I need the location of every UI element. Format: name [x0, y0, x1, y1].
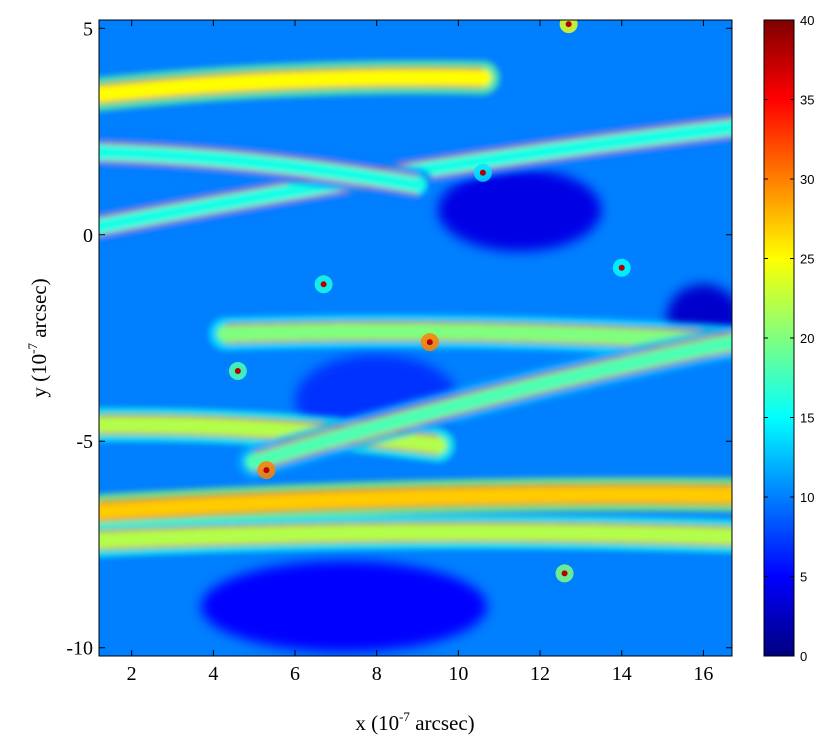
caustic-band-6 — [237, 325, 732, 479]
x-axis-ticks: 2 4 6 8 10 12 14 16 — [127, 20, 713, 685]
x-tick-label-0: 2 — [127, 663, 137, 685]
x-tick-label-5: 12 — [530, 663, 550, 685]
colorbar-ticks: 0 5 10 15 20 25 30 35 40 — [764, 13, 814, 664]
colorbar-tick-label-6: 30 — [800, 172, 814, 187]
colorbar-tick-label-0: 0 — [800, 649, 807, 664]
colorbar: 0 5 10 15 20 25 30 35 40 — [763, 13, 814, 664]
x-tick-label-1: 4 — [208, 663, 218, 685]
x-tick-label-3: 8 — [372, 663, 382, 685]
caustic-cusp-6 — [612, 258, 631, 277]
heatmap-plot-area — [99, 20, 732, 656]
y-tick-label-2: -5 — [76, 431, 93, 453]
caustic-cusp-1 — [257, 461, 276, 480]
y-tick-label-0: 5 — [83, 18, 93, 40]
colorbar-tick-label-2: 10 — [800, 490, 814, 505]
x-axis-label: x (10-7 arcsec) — [355, 709, 474, 735]
low-magnification-regions — [201, 168, 732, 652]
y-axis-label: y (10-7 arcsec) — [25, 278, 51, 397]
caustic-band-0 — [99, 60, 500, 112]
x-tick-label-6: 14 — [612, 663, 632, 685]
caustic-cusp-4 — [420, 333, 439, 352]
x-tick-label-7: 16 — [693, 663, 713, 685]
caustic-cusp-0 — [559, 20, 578, 34]
plot-frame — [98, 19, 733, 657]
colorbar-tick-label-7: 35 — [800, 93, 814, 108]
low-region-1 — [437, 168, 602, 252]
caustic-band-7 — [99, 135, 435, 203]
y-tick-label-1: 0 — [83, 225, 93, 247]
caustic-bands — [99, 60, 732, 558]
colorbar-tick-label-8: 40 — [800, 13, 814, 28]
caustic-cusp-2 — [555, 564, 574, 583]
x-tick-label-4: 10 — [448, 663, 468, 685]
y-tick-label-3: -10 — [66, 638, 93, 660]
caustic-cusp-5 — [473, 163, 492, 182]
caustic-band-2 — [99, 515, 732, 558]
colorbar-tick-label-1: 5 — [800, 570, 807, 585]
caustic-cusp-7 — [314, 275, 333, 294]
x-tick-label-2: 6 — [290, 663, 300, 685]
colorbar-gradient — [763, 19, 795, 657]
colorbar-tick-label-3: 15 — [800, 411, 814, 426]
colorbar-tick-label-5: 25 — [800, 252, 814, 267]
caustic-cusps — [228, 20, 631, 583]
y-axis-ticks: 5 0 -5 -10 — [66, 18, 732, 660]
colorbar-tick-label-4: 20 — [800, 331, 814, 346]
low-region-0 — [201, 561, 487, 652]
caustic-cusp-3 — [228, 362, 247, 381]
caustic-band-1 — [99, 477, 732, 529]
